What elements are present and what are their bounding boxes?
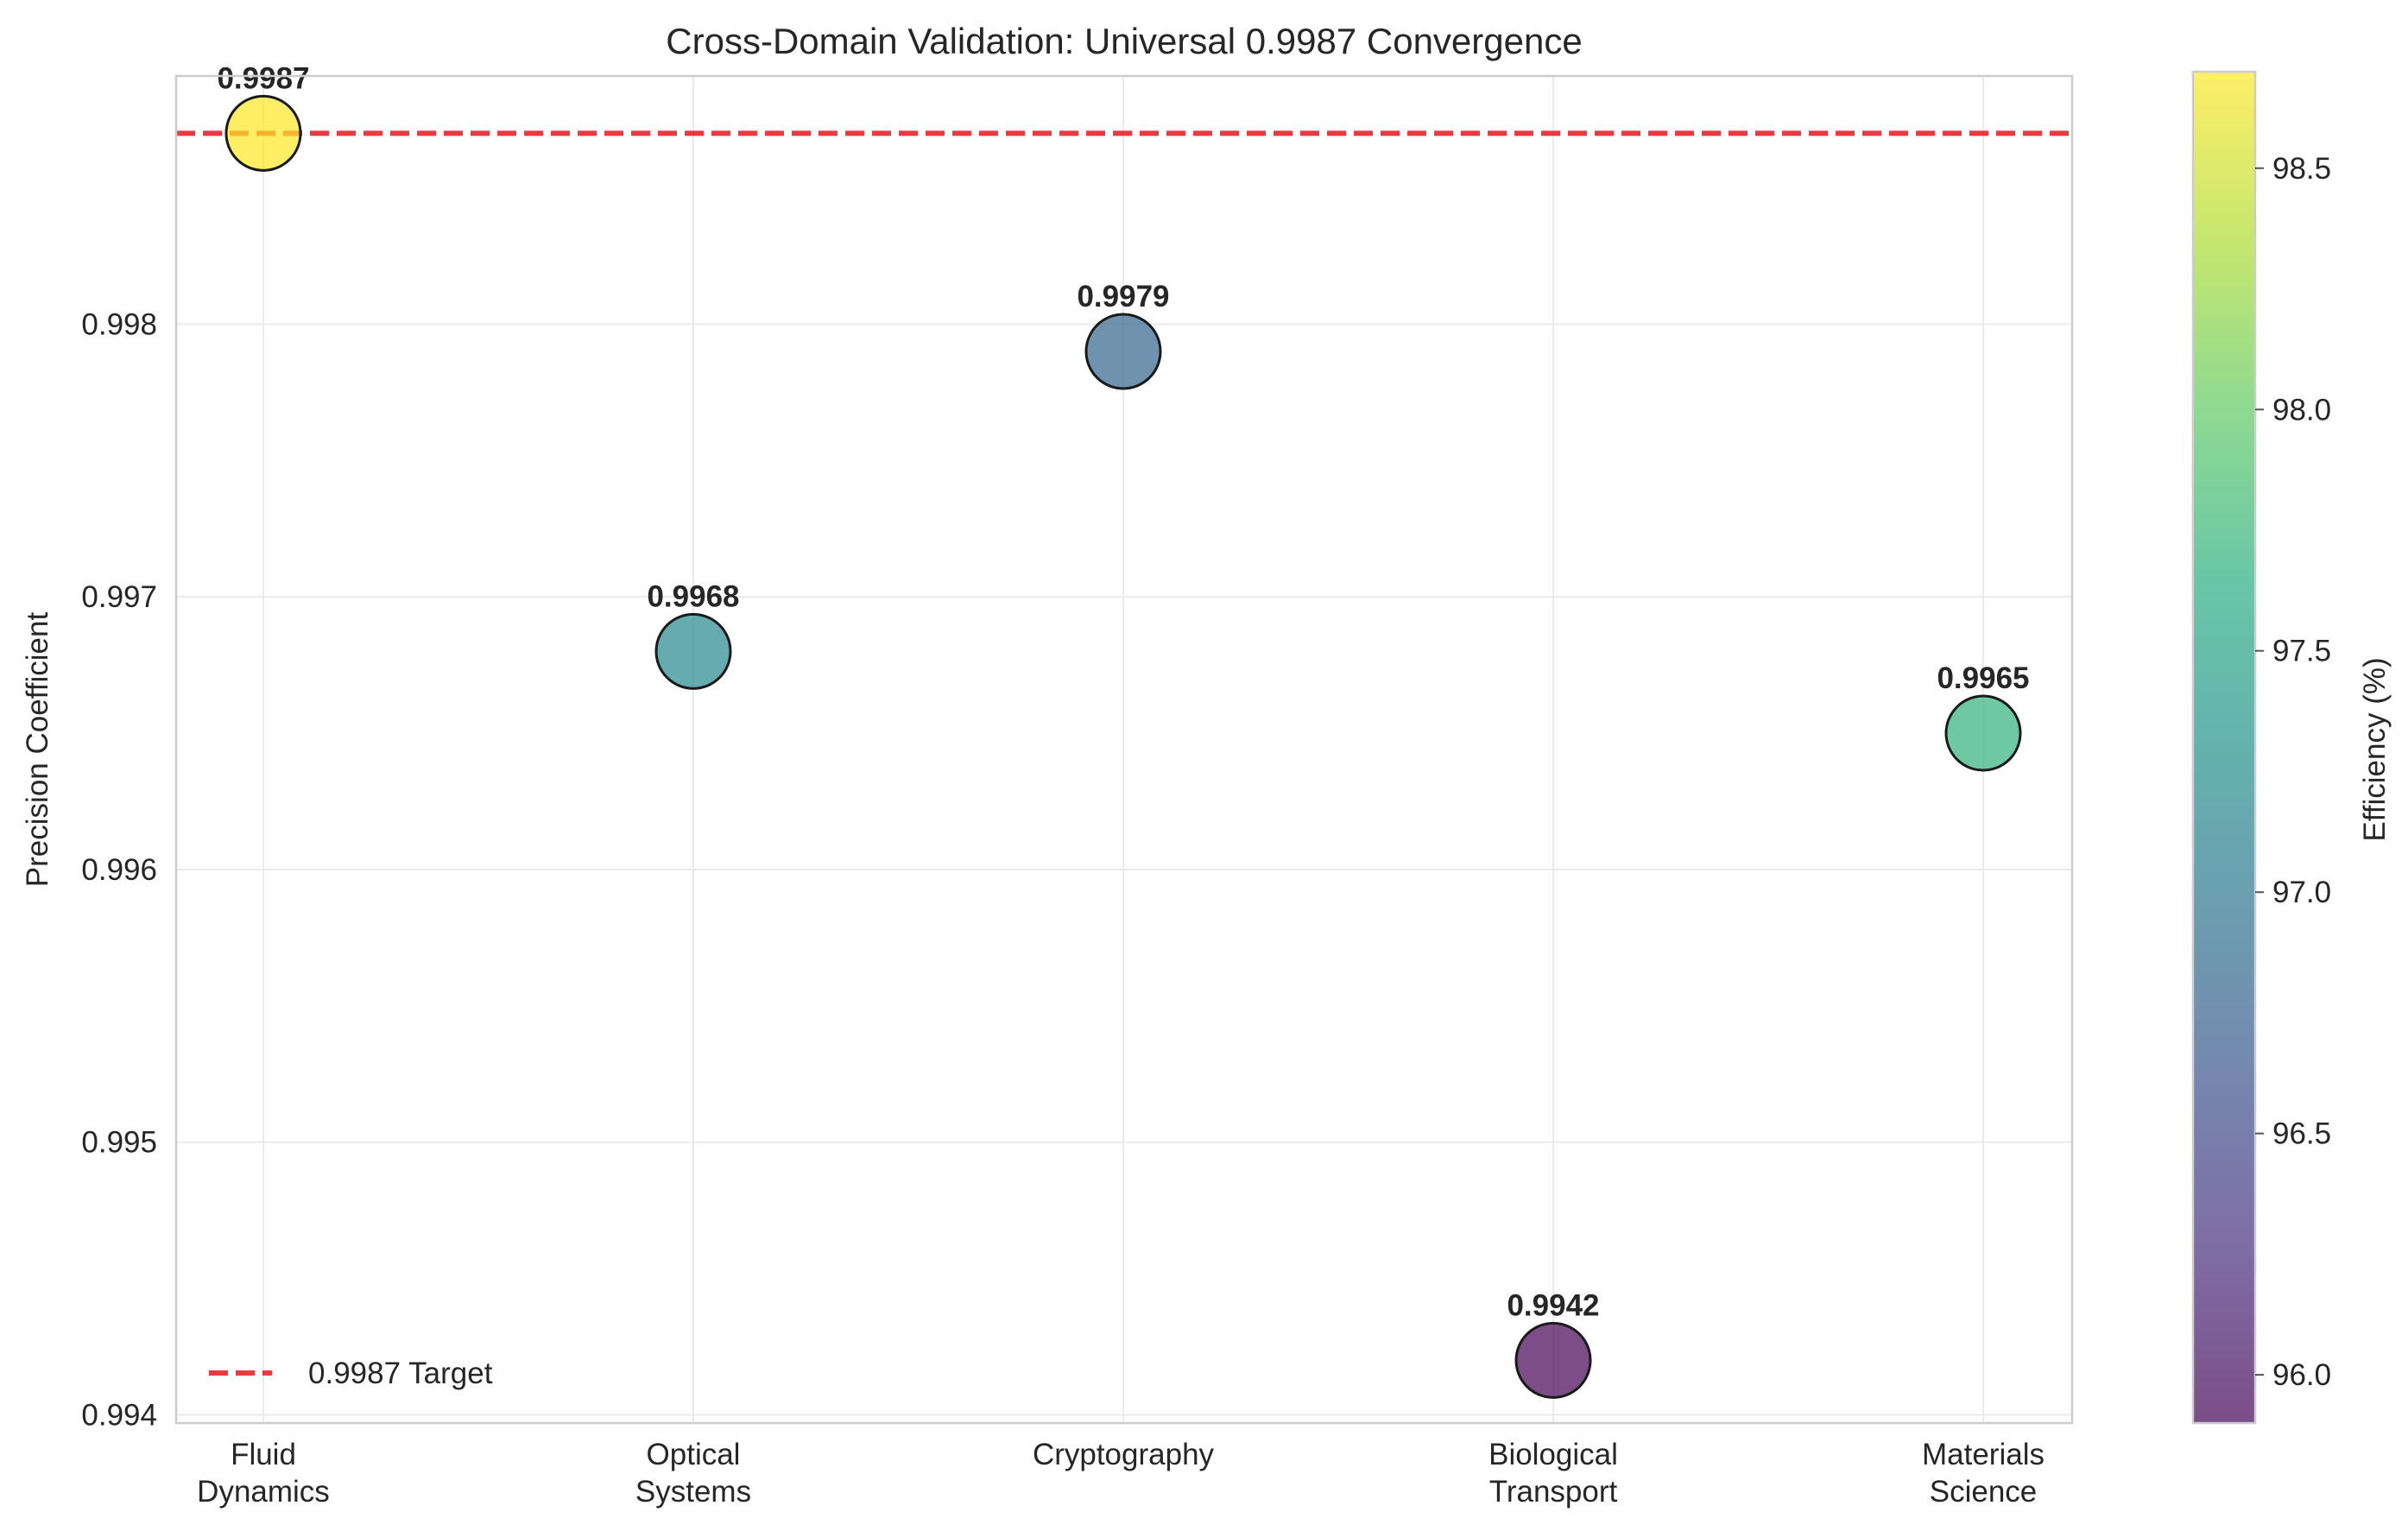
scatter-point xyxy=(654,612,732,690)
y-tick-label: 0.998 xyxy=(81,307,157,341)
chart-title: Cross-Domain Validation: Universal 0.998… xyxy=(666,21,1582,61)
y-tick-label: 0.994 xyxy=(81,1399,157,1433)
colorbar-gradient xyxy=(2193,72,2255,1423)
x-tick-label: Optical Systems xyxy=(635,1438,751,1509)
colorbar: 96.0 96.5 97.0 97.5 98.0 98.5 Efficiency (%) xyxy=(2191,70,2392,1425)
points xyxy=(224,94,2022,1399)
point-value-label: 0.9979 xyxy=(1077,280,1169,313)
y-tick-label: 0.996 xyxy=(81,853,157,887)
colorbar-ticks: 96.0 96.5 97.0 97.5 98.0 98.5 xyxy=(2255,152,2331,1392)
colorbar-tick-label: 97.5 xyxy=(2272,635,2331,668)
scatter-point xyxy=(1084,313,1162,390)
point-value-label: 0.9968 xyxy=(647,579,739,613)
colorbar-tick-label: 98.0 xyxy=(2272,393,2331,427)
y-tick-label: 0.995 xyxy=(81,1126,157,1160)
point-labels: 0.9987 0.9968 0.9979 0.9942 0.9965 xyxy=(217,61,2029,1322)
x-tick-label: Materials Science xyxy=(1922,1438,2045,1509)
x-tick-label: Fluid Dynamics xyxy=(197,1438,330,1509)
colorbar-label: Efficiency (%) xyxy=(2358,657,2392,841)
x-tick-label: Biological Transport xyxy=(1488,1438,1618,1509)
y-axis-label: Precision Coefficient xyxy=(21,612,54,888)
colorbar-tick-label: 96.0 xyxy=(2272,1358,2331,1392)
colorbar-tick-label: 96.5 xyxy=(2272,1117,2331,1151)
x-axis-ticks: Fluid Dynamics Optical Systems Cryptography B… xyxy=(197,1438,2045,1509)
x-tick-label: Cryptography xyxy=(1033,1438,1215,1471)
legend-target-label: 0.9987 Target xyxy=(308,1357,493,1390)
plot-frame xyxy=(174,74,2074,1425)
colorbar-tick-label: 98.5 xyxy=(2272,152,2331,186)
scatter-point xyxy=(1514,1321,1592,1399)
y-tick-label: 0.997 xyxy=(81,580,157,614)
y-axis-ticks: 0.994 0.995 0.996 0.997 0.998 xyxy=(81,307,157,1432)
colorbar-frame xyxy=(2191,70,2257,1425)
colorbar-tick-label: 97.0 xyxy=(2272,876,2331,909)
point-value-label: 0.9987 xyxy=(217,61,309,95)
legend: 0.9987 Target xyxy=(209,1357,493,1390)
scatter-point xyxy=(1944,694,2022,772)
point-value-label: 0.9942 xyxy=(1507,1288,1599,1322)
point-value-label: 0.9965 xyxy=(1937,661,2029,695)
scatter-point xyxy=(224,94,302,172)
